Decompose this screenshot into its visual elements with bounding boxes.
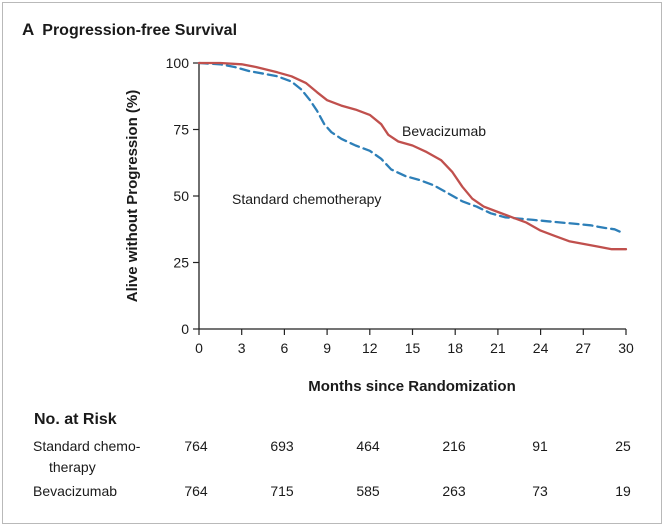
risk-row-label: Bevacizumab [33, 481, 117, 502]
x-tick-label: 15 [405, 340, 421, 356]
x-tick-label: 27 [576, 340, 592, 356]
x-tick-label: 12 [362, 340, 378, 356]
risk-value: 693 [270, 438, 294, 454]
panel-letter: A [22, 20, 35, 39]
x-tick-label: 30 [618, 340, 634, 356]
y-axis-label: Alive without Progression (%) [124, 90, 141, 303]
risk-value: 585 [356, 483, 380, 499]
x-tick-label: 6 [281, 340, 289, 356]
figure-frame [2, 2, 662, 524]
panel-name: Progression-free Survival [42, 22, 238, 39]
risk-row-label-line2: therapy [49, 459, 96, 475]
risk-row-label-line1: Standard chemo- [33, 438, 141, 454]
risk-value: 764 [184, 438, 208, 454]
risk-value: 19 [615, 483, 631, 499]
x-tick-label: 3 [238, 340, 246, 356]
risk-value: 91 [532, 438, 548, 454]
risk-row-bevacizumab: Bevacizumab 764 715 585 263 73 19 [0, 481, 666, 521]
survival-chart: 0 25 50 75 100 0 3 6 9 12 15 18 21 24 27 30 Alive witho… [124, 55, 634, 395]
risk-value: 73 [532, 483, 548, 499]
series-line-standard-chemotherapy [197, 61, 625, 235]
x-tick-label: 9 [323, 340, 331, 356]
x-axis-label: Months since Randomization [308, 378, 516, 395]
y-tick-label: 100 [166, 55, 190, 71]
x-tick-label: 18 [447, 340, 463, 356]
annotation-bevacizumab: Bevacizumab [402, 123, 486, 139]
x-tick-label: 24 [533, 340, 549, 356]
risk-row-label: Standard chemo- therapy [33, 436, 140, 478]
x-tick-label: 21 [490, 340, 506, 356]
risk-value: 25 [615, 438, 631, 454]
y-tick-label: 0 [181, 321, 189, 337]
risk-value: 464 [356, 438, 380, 454]
risk-value: 263 [442, 483, 466, 499]
series-line-bevacizumab [197, 61, 628, 251]
risk-value: 216 [442, 438, 466, 454]
risk-value: 764 [184, 483, 208, 499]
chart-axes: 0 25 50 75 100 0 3 6 9 12 15 18 21 24 27 30 [166, 55, 634, 356]
y-tick-label: 75 [173, 122, 189, 138]
risk-row-standard: Standard chemo- therapy 764 693 464 216 … [0, 436, 666, 476]
x-tick-label: 0 [195, 340, 203, 356]
y-tick-label: 50 [173, 188, 189, 204]
y-tick-label: 25 [173, 255, 189, 271]
risk-row-label-line1: Bevacizumab [33, 483, 118, 499]
risk-table-heading: No. at Risk [34, 411, 117, 428]
risk-value: 715 [270, 483, 294, 499]
annotation-standard-chemotherapy: Standard chemotherapy [232, 191, 381, 207]
chart-curves [197, 61, 628, 251]
panel-title: A Progression-free Survival [22, 20, 237, 40]
